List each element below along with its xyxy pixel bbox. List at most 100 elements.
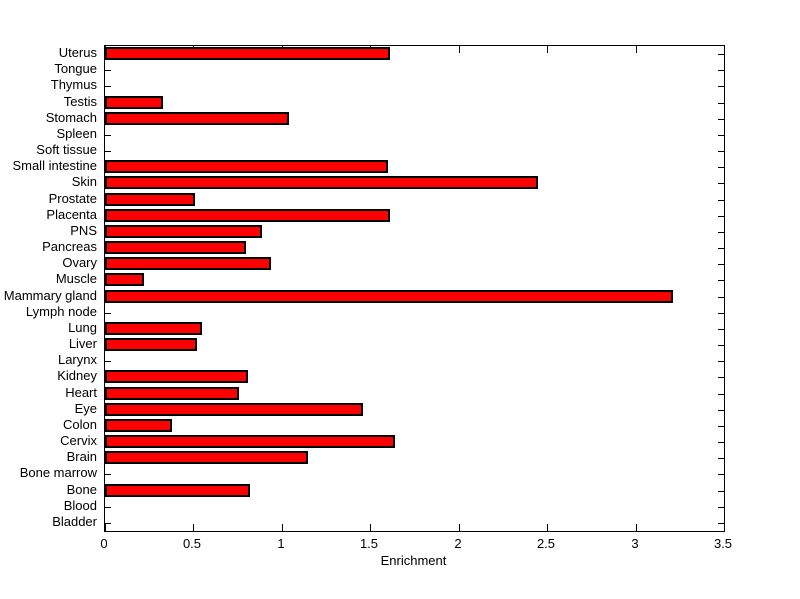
x-tick-label: 1 [277, 536, 285, 551]
y-tick-label: Mammary gland [3, 288, 97, 303]
y-tick-right [718, 183, 724, 184]
bar-colon [105, 419, 172, 432]
y-tick-right [718, 491, 724, 492]
y-tick-right [718, 329, 724, 330]
x-tick-label: 3.5 [713, 536, 733, 551]
x-tick-label: 3 [631, 536, 639, 551]
bar-pns [105, 225, 262, 238]
y-tick-right [718, 200, 724, 201]
y-tick-label: Testis [63, 94, 97, 109]
y-tick-right [718, 86, 724, 87]
y-tick-left [105, 151, 111, 152]
y-tick-right [718, 474, 724, 475]
y-tick-right [718, 426, 724, 427]
y-tick-label: Kidney [57, 368, 97, 383]
plot-area [104, 45, 725, 532]
y-tick-label: Heart [65, 385, 97, 400]
x-tick-bottom [636, 524, 637, 531]
y-tick-left [105, 361, 111, 362]
y-tick-label: Larynx [57, 352, 97, 367]
bar-liver [105, 338, 197, 351]
y-tick-label: Eye [74, 401, 97, 416]
y-tick-right [718, 54, 724, 55]
y-tick-right [718, 410, 724, 411]
x-axis-title: Enrichment [380, 553, 447, 568]
x-tick-top [636, 46, 637, 53]
y-tick-right [718, 523, 724, 524]
x-tick-label: 0 [100, 536, 108, 551]
y-tick-right [718, 394, 724, 395]
y-tick-right [718, 232, 724, 233]
bar-ovary [105, 257, 271, 270]
y-tick-label: Soft tissue [36, 142, 97, 157]
y-tick-label: Colon [63, 417, 97, 432]
y-tick-left [105, 135, 111, 136]
y-tick-right [718, 167, 724, 168]
x-tick-top [724, 46, 725, 53]
y-tick-right [718, 377, 724, 378]
y-tick-left [105, 86, 111, 87]
x-tick-bottom [459, 524, 460, 531]
y-tick-right [718, 442, 724, 443]
y-tick-right [718, 119, 724, 120]
x-tick-label: 1.5 [359, 536, 379, 551]
bar-skin [105, 176, 538, 189]
y-tick-right [718, 70, 724, 71]
y-tick-label: Placenta [46, 207, 97, 222]
bar-testis [105, 96, 163, 109]
y-tick-label: Lymph node [25, 304, 97, 319]
y-tick-right [718, 313, 724, 314]
bar-eye [105, 403, 363, 416]
y-tick-label: Bone [66, 482, 97, 497]
y-tick-left [105, 70, 111, 71]
y-tick-label: Blood [63, 498, 97, 513]
y-tick-right [718, 458, 724, 459]
y-tick-right [718, 216, 724, 217]
bar-brain [105, 451, 308, 464]
y-tick-right [718, 103, 724, 104]
y-tick-label: Prostate [48, 191, 97, 206]
y-tick-label: Brain [66, 449, 97, 464]
x-tick-label: 2.5 [536, 536, 556, 551]
y-tick-label: PNS [70, 223, 97, 238]
y-tick-label: Ovary [62, 255, 97, 270]
x-tick-label: 2 [454, 536, 462, 551]
bar-bone [105, 484, 250, 497]
bar-kidney [105, 370, 248, 383]
x-tick-bottom [105, 524, 106, 531]
bar-muscle [105, 273, 144, 286]
y-tick-label: Muscle [55, 271, 97, 286]
y-tick-right [718, 345, 724, 346]
x-tick-bottom [370, 524, 371, 531]
bar-lung [105, 322, 202, 335]
y-tick-label: Pancreas [42, 239, 97, 254]
bar-pancreas [105, 241, 246, 254]
x-tick-top [459, 46, 460, 53]
y-tick-left [105, 313, 111, 314]
y-tick-right [718, 361, 724, 362]
y-tick-label: Small intestine [12, 158, 97, 173]
x-tick-label: 0.5 [182, 536, 202, 551]
y-tick-left [105, 474, 111, 475]
bar-placenta [105, 209, 390, 222]
bar-uterus [105, 47, 390, 60]
y-tick-label: Liver [68, 336, 97, 351]
y-tick-right [718, 297, 724, 298]
y-tick-label: Cervix [60, 433, 97, 448]
y-tick-left [105, 507, 111, 508]
y-tick-label: Lung [68, 320, 97, 335]
y-tick-right [718, 135, 724, 136]
x-tick-bottom [724, 524, 725, 531]
y-tick-right [718, 507, 724, 508]
bar-stomach [105, 112, 289, 125]
y-tick-label: Thymus [50, 77, 97, 92]
y-tick-label: Uterus [58, 45, 97, 60]
y-tick-label: Spleen [56, 126, 97, 141]
y-tick-label: Tongue [54, 61, 97, 76]
bar-small-intestine [105, 160, 388, 173]
y-tick-label: Bladder [52, 514, 97, 529]
y-tick-label: Skin [71, 174, 97, 189]
bar-cervix [105, 435, 395, 448]
y-tick-right [718, 280, 724, 281]
